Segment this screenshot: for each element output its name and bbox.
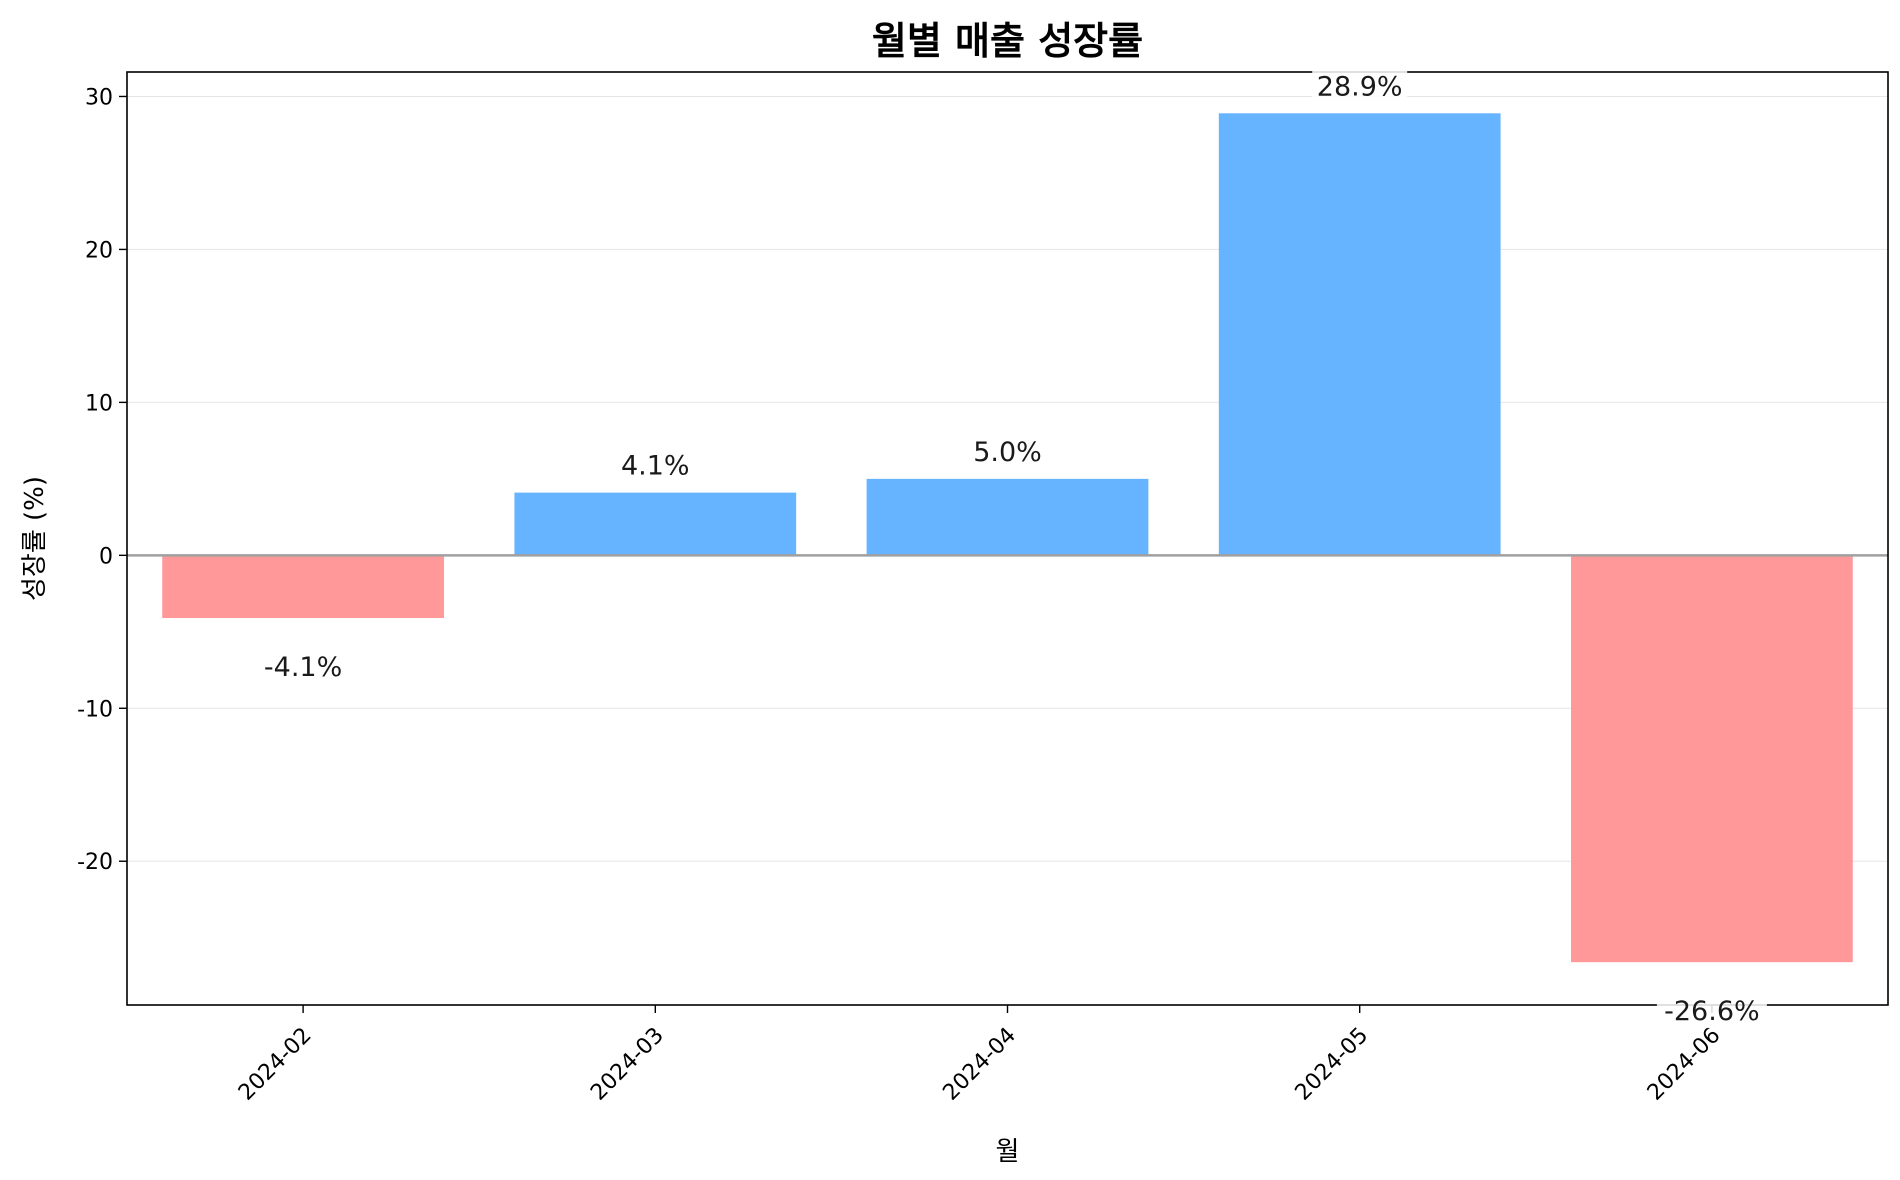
data-label-group: -26.6% xyxy=(1656,990,1767,1029)
y-tick-label: -10 xyxy=(77,697,113,722)
bar-2024-05 xyxy=(1218,113,1501,556)
data-label-background xyxy=(967,430,1048,469)
x-tick-label: 2024-02 xyxy=(234,1023,317,1106)
x-tick-label: 2024-05 xyxy=(1291,1023,1374,1106)
y-axis-ticks: -20 -10 0 10 20 30 xyxy=(77,85,127,875)
bar-2024-03 xyxy=(514,492,797,556)
bar-2024-04 xyxy=(866,478,1149,556)
bars xyxy=(162,113,1853,963)
data-label: 5.0% xyxy=(973,437,1042,468)
x-tick-label: 2024-04 xyxy=(938,1023,1021,1106)
x-axis-label: 월 xyxy=(996,1137,1020,1167)
data-label: -4.1% xyxy=(264,652,342,683)
y-tick-label: 0 xyxy=(99,544,113,569)
bar-2024-02 xyxy=(162,555,444,619)
data-label: 4.1% xyxy=(621,451,690,482)
data-label: -26.6% xyxy=(1664,996,1760,1027)
data-labels: -4.1% 4.1% 5.0% 28.9% -26.6% xyxy=(255,65,1767,1029)
x-axis-ticks: 2024-02 2024-03 2024-04 2024-05 2024-06 xyxy=(234,1005,1725,1106)
y-axis-label: 성장률 (%) xyxy=(20,476,50,601)
data-label-background xyxy=(1656,990,1767,1029)
data-label-background xyxy=(255,646,351,685)
x-tick-label: 2024-06 xyxy=(1643,1023,1726,1106)
chart-title: 월별 매출 성장률 xyxy=(872,19,1143,63)
y-tick-label: -20 xyxy=(77,850,113,875)
y-tick-label: 30 xyxy=(85,85,113,110)
data-label-background xyxy=(615,444,696,483)
bar-2024-06 xyxy=(1571,555,1853,963)
data-label: 28.9% xyxy=(1317,71,1403,102)
data-label-group: 4.1% xyxy=(615,444,696,483)
x-tick-label: 2024-03 xyxy=(586,1023,669,1106)
data-label-group: -4.1% xyxy=(255,646,351,685)
data-label-group: 5.0% xyxy=(967,430,1048,469)
data-label-group: 28.9% xyxy=(1312,65,1408,104)
data-label-background xyxy=(1312,65,1408,104)
y-tick-label: 20 xyxy=(85,238,113,263)
y-tick-label: 10 xyxy=(85,391,113,416)
